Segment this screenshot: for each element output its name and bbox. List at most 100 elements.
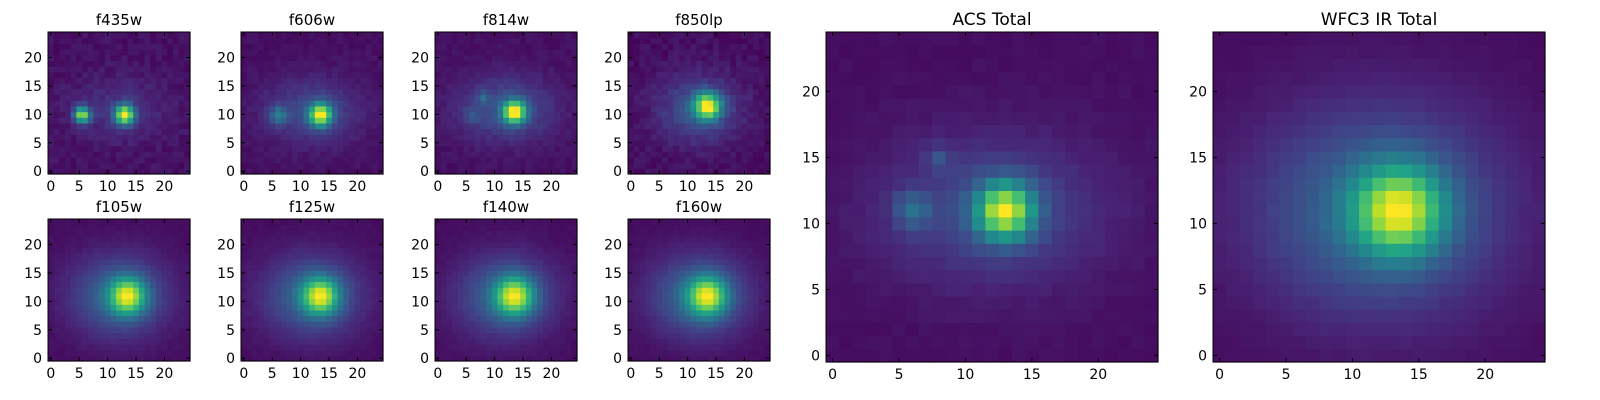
heatmap-cell [542,83,550,90]
heatmap-cell [246,32,253,39]
heatmap-cell [497,258,504,266]
heatmap-cell [82,326,89,334]
heatmap-cell [673,88,680,96]
heatmap-cell [673,321,680,328]
heatmap-cell [150,105,157,113]
heatmap-cell [110,349,117,356]
heatmap-cell [82,105,89,113]
heatmap-cell [548,224,555,231]
heatmap-cell [491,270,499,277]
heatmap-cell [360,275,367,283]
heatmap-cell [628,128,635,135]
heatmap-cell [440,60,447,67]
heatmap-cell [309,219,316,226]
heatmap-cell [707,343,714,351]
heatmap-cell [87,83,95,90]
heatmap-cell [303,145,310,152]
heatmap-cell [554,230,561,237]
heatmap-cell [178,111,185,118]
heatmap-cell [348,298,356,305]
heatmap-cell [59,304,66,311]
heatmap-cell [241,281,248,288]
heatmap-cell [99,54,106,61]
heatmap-cell [48,60,55,67]
heatmap-cell [297,162,305,169]
heatmap-cell [241,105,248,113]
heatmap-cell [696,343,703,351]
heatmap-cell [184,77,191,84]
heatmap-cell [701,315,709,322]
heatmap-cell [525,151,533,158]
heatmap-cell [246,332,253,339]
heatmap-cell [116,71,123,79]
heatmap-cell [537,162,544,169]
heatmap-cell [639,134,646,141]
heatmap-cell [548,253,555,260]
heatmap-cell [730,281,737,288]
heatmap-cell [138,60,146,67]
heatmap-cell [514,332,521,339]
heatmap-cell [110,270,117,277]
heatmap-cell [297,128,305,135]
heatmap-cell [565,236,572,243]
heatmap-cell [150,281,157,288]
heatmap-cell [178,224,185,231]
heatmap-cell [525,111,533,118]
heatmap-cell [172,315,180,322]
heatmap-cell [303,247,310,254]
heatmap-cell [446,298,453,305]
heatmap-cell [730,292,737,300]
heatmap-cell [531,37,538,44]
heatmap-cell [542,247,550,254]
heatmap-cell [684,156,692,164]
heatmap-cell [480,270,487,277]
heatmap-cell [127,139,134,147]
heatmap-cell [365,332,373,339]
heatmap-cell [469,241,476,248]
heatmap-cell [701,43,709,50]
heatmap-cell [656,315,663,322]
heatmap-cell [371,32,378,39]
heatmap-cell [503,236,510,243]
heatmap-cell [343,49,350,56]
heatmap-cell [457,343,464,351]
heatmap-cell [531,77,538,84]
heatmap-cell [503,298,510,305]
heatmap-cell [167,43,174,50]
heatmap-cell [508,60,516,67]
heatmap-cell [297,270,305,277]
heatmap-cell [684,151,692,158]
heatmap-cell [280,241,288,248]
heatmap-cell [758,151,765,158]
heatmap-cell [48,134,55,141]
heatmap-cell [491,156,499,164]
heatmap-cell [514,145,521,152]
heatmap-cell [758,60,765,67]
heatmap-cell [320,298,327,305]
heatmap-cell [150,236,157,243]
heatmap-cell [309,128,316,135]
heatmap-cell [110,151,117,158]
heatmap-cell [258,71,265,79]
heatmap-cell [76,66,83,73]
heatmap-cell [650,83,657,90]
heatmap-cell [138,236,146,243]
heatmap-cell [241,88,248,96]
heatmap-cell [718,162,726,169]
heatmap-cell [116,247,123,254]
heatmap-cell [764,349,771,356]
heatmap-cell [121,71,129,79]
heatmap-cell [59,32,66,39]
heatmap-cell [360,281,367,288]
heatmap-cell [365,128,373,135]
heatmap-cell [701,292,709,300]
heatmap-cell [440,258,447,266]
heatmap-cell [138,122,146,130]
heatmap-cell [752,349,760,356]
heatmap-cell [76,349,83,356]
heatmap-cell [371,60,378,67]
heatmap-cell [531,111,538,118]
heatmap-cell [514,43,521,50]
heatmap-cell [303,270,310,277]
heatmap-cell [167,145,174,152]
